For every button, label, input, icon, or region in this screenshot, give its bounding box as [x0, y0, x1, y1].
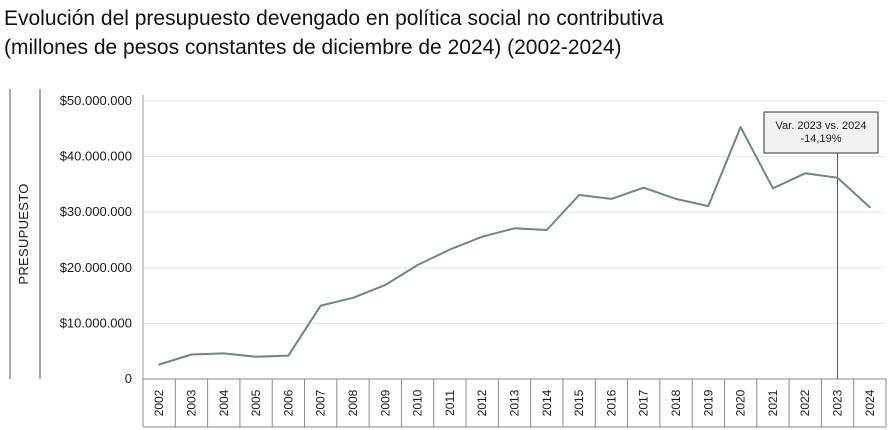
- y-tick-label: $10.000.000: [60, 315, 132, 330]
- x-tick-label: 2016: [604, 389, 618, 416]
- annotation-text: Var. 2023 vs. 2024: [776, 120, 867, 132]
- x-tick-label: 2005: [249, 389, 263, 416]
- x-tick-label: 2004: [217, 389, 231, 416]
- y-tick-label: 0: [125, 371, 132, 386]
- x-tick-label: 2018: [669, 389, 683, 416]
- x-tick-label: 2007: [314, 389, 328, 416]
- y-tick-label: $40.000.000: [60, 149, 132, 164]
- annotation-box: [763, 111, 879, 154]
- x-tick-label: 2020: [734, 389, 748, 416]
- y-tick-label: $30.000.000: [60, 204, 132, 219]
- chart-title-line-1: Evolución del presupuesto devengado en p…: [4, 7, 664, 30]
- annotation-text: -14,19%: [801, 133, 842, 145]
- x-tick-label: 2008: [346, 389, 360, 416]
- x-tick-label: 2015: [572, 389, 586, 416]
- y-tick-label: $50.000.000: [60, 93, 132, 108]
- series-line: [158, 126, 871, 366]
- chart-title-line-2: (millones de pesos constantes de diciemb…: [4, 36, 622, 59]
- x-tick-label: 2023: [831, 389, 845, 416]
- x-tick-label: 2003: [184, 389, 198, 416]
- x-tick-label: 2013: [508, 389, 522, 416]
- x-tick-label: 2002: [152, 389, 166, 416]
- x-tick-label: 2021: [766, 389, 780, 416]
- y-tick-label: $20.000.000: [60, 260, 132, 275]
- x-tick-label: 2010: [411, 389, 425, 416]
- x-tick-label: 2019: [701, 389, 715, 416]
- x-tick-label: 2011: [443, 390, 457, 416]
- x-tick-label: 2012: [475, 389, 489, 416]
- x-tick-label: 2024: [863, 389, 877, 416]
- x-tick-label: 2009: [378, 389, 392, 416]
- x-tick-label: 2006: [281, 389, 295, 416]
- x-tick-label: 2022: [798, 389, 812, 416]
- x-tick-label: 2014: [540, 389, 554, 416]
- chart-title: Evolución del presupuesto devengado en p…: [4, 4, 884, 62]
- y-axis-label: PRESUPUESTO: [16, 183, 31, 284]
- x-tick-label: 2017: [637, 389, 651, 416]
